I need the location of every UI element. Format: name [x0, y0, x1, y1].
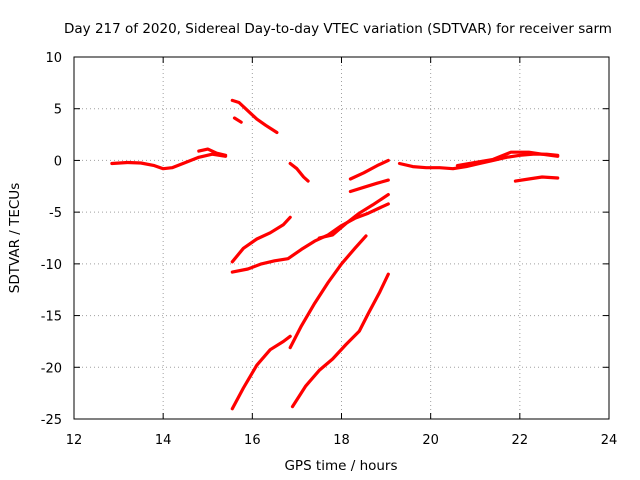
- series-line: [288, 161, 310, 183]
- axis-ticks: [73, 56, 610, 420]
- x-axis-label: GPS time / hours: [284, 458, 397, 474]
- y-tick-labels: -25 -20 -15 -10 -5 0 5 10: [41, 51, 62, 428]
- x-tick-label: 16: [244, 433, 261, 448]
- series-line: [513, 175, 560, 183]
- y-tick-label: 5: [54, 103, 62, 118]
- y-tick-label: -10: [41, 258, 62, 273]
- x-tick-label: 20: [422, 433, 439, 448]
- y-tick-label: -20: [41, 361, 62, 376]
- x-tick-label: 14: [155, 433, 172, 448]
- series-line: [230, 215, 292, 264]
- grid-lines: [74, 57, 609, 419]
- series-line: [230, 334, 292, 411]
- y-axis-label: SDTVAR / TECUs: [7, 183, 23, 293]
- chart-title: Day 217 of 2020, Sidereal Day-to-day VTE…: [64, 21, 612, 37]
- series-line: [232, 116, 243, 124]
- x-tick-label: 18: [333, 433, 350, 448]
- x-tick-label: 22: [512, 433, 529, 448]
- series-line: [230, 98, 279, 135]
- series-line: [348, 158, 390, 181]
- x-tick-label: 12: [66, 433, 83, 448]
- series-line: [230, 202, 390, 274]
- y-tick-label: -15: [41, 310, 62, 325]
- x-tick-label: 24: [601, 433, 618, 448]
- series-line: [317, 193, 390, 240]
- y-tick-label: -5: [49, 206, 62, 221]
- series-line: [197, 147, 228, 157]
- series-line: [348, 178, 390, 194]
- x-tick-labels: 12 14 16 18 20 22 24: [66, 433, 618, 448]
- series-line: [288, 234, 368, 350]
- series-line: [110, 152, 228, 171]
- y-tick-label: 0: [54, 154, 62, 169]
- data-series: [110, 98, 560, 411]
- y-tick-label: 10: [45, 51, 62, 66]
- series-line: [455, 150, 560, 168]
- y-tick-label: -25: [41, 413, 62, 428]
- series-line: [290, 272, 390, 409]
